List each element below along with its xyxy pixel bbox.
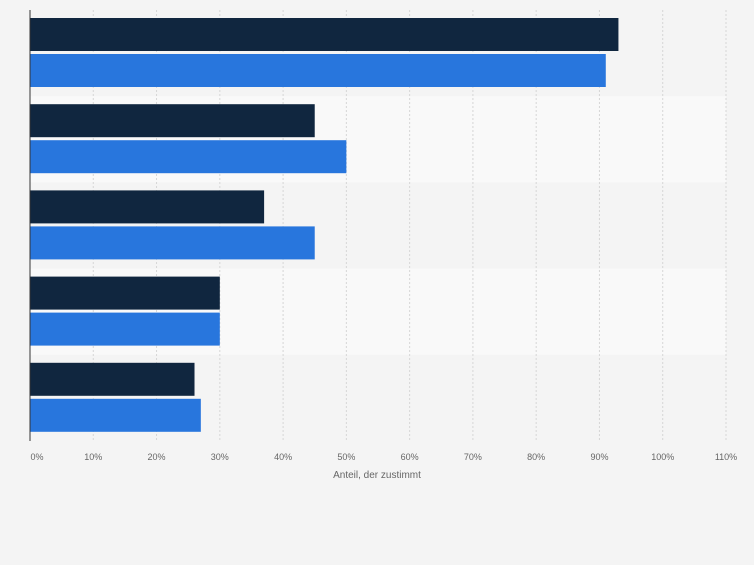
x-tick-label: 40% <box>274 452 292 462</box>
x-axis-label: Anteil, der zustimmt <box>333 470 421 481</box>
x-tick-label: 10% <box>84 452 102 462</box>
x-tick-label: 110% <box>715 452 737 462</box>
x-tick-label: 80% <box>527 452 545 462</box>
bar-series-2 <box>30 54 606 87</box>
bar-series-1 <box>30 104 315 138</box>
x-tick-label: 90% <box>590 452 608 462</box>
bar-series-1 <box>30 18 619 51</box>
x-tick-label: 50% <box>337 452 355 462</box>
bar-series-1 <box>30 362 195 396</box>
bar-series-1 <box>30 190 265 224</box>
bar-series-2 <box>30 398 201 432</box>
x-tick-label: 0% <box>30 452 43 462</box>
x-tick-label: 70% <box>464 452 482 462</box>
x-tick-label: 30% <box>211 452 229 462</box>
x-tick-label: 100% <box>651 452 674 462</box>
bars <box>30 18 619 432</box>
bar-series-1 <box>30 276 220 310</box>
bar-series-2 <box>30 226 315 260</box>
x-tick-label: 20% <box>148 452 166 462</box>
bar-series-2 <box>30 140 347 174</box>
x-tick-labels: 0% 10% 20% 30% 40% 50% 60% 70% 80% 90% 100% 110% <box>30 452 737 462</box>
x-tick-label: 60% <box>401 452 419 462</box>
bar-series-2 <box>30 312 220 346</box>
